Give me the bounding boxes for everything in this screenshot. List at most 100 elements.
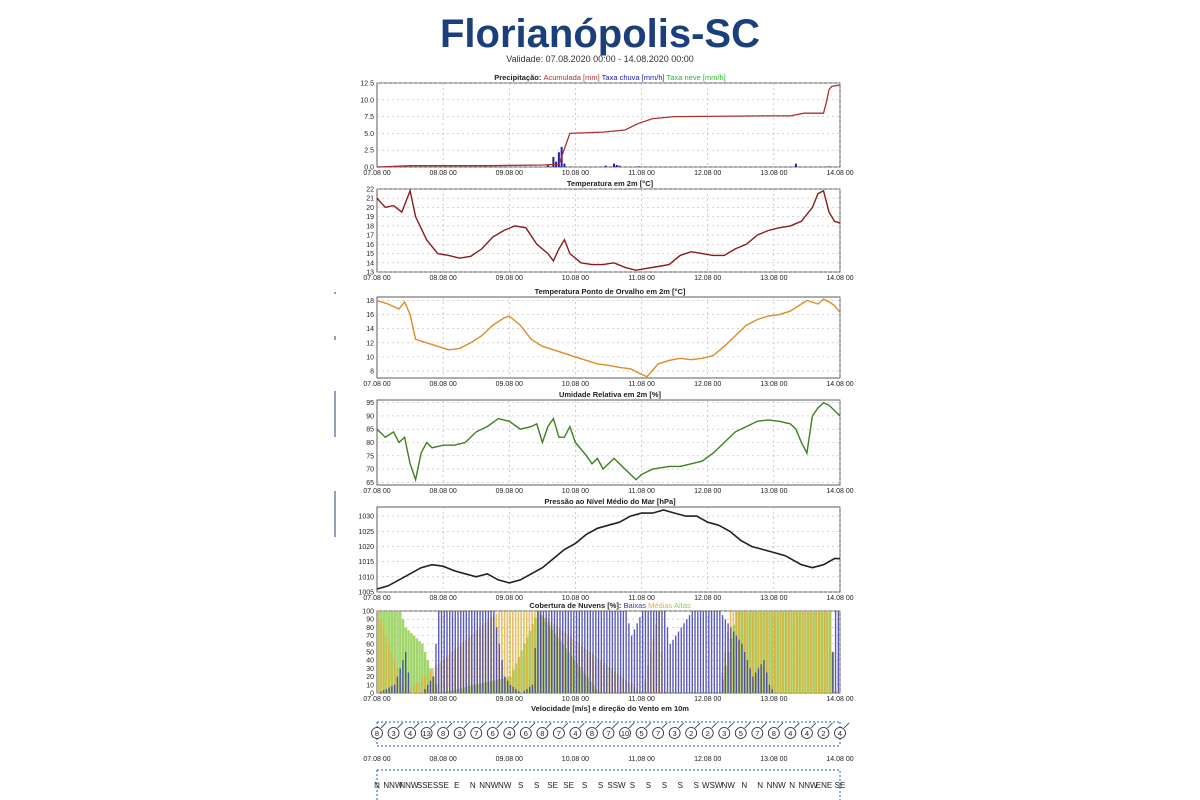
wind-speed-marker — [701, 727, 714, 739]
wind-direction-label: N — [374, 781, 380, 790]
legend-item: Taxa chuva [mm/h] — [602, 73, 667, 82]
wind-arrow — [810, 722, 817, 729]
y-tick-label: 30 — [366, 666, 374, 673]
cloud-low-bar — [584, 611, 586, 693]
y-tick-label: 21 — [366, 196, 374, 203]
cloud-low-bar — [680, 627, 682, 693]
x-tick-label: 14.08 00 — [826, 756, 853, 763]
cloud-low-bar — [719, 611, 721, 693]
wind-speed-label: 8 — [772, 729, 776, 738]
cloud-low-bar — [427, 684, 429, 693]
wind-direction-label: SE — [563, 781, 574, 790]
wind-arrow — [694, 722, 701, 729]
cloud-mid-bar — [418, 680, 420, 693]
cloud-low-bar — [694, 611, 696, 693]
rain-bar — [794, 163, 797, 167]
cloud-low-bar — [553, 611, 556, 693]
y-tick-label: 1010 — [358, 574, 374, 581]
cloud-low-bar — [600, 611, 603, 693]
cloud-mid-bar — [804, 611, 806, 693]
cloud-mid-bar — [528, 611, 531, 693]
wind-direction-label: NW — [498, 781, 512, 790]
wind-speed-marker — [437, 727, 450, 739]
cloud-low-bar — [735, 635, 738, 693]
panel-0: 07.08 00 08.08 00 09.08 00 10.08 00 11.08 00… — [360, 73, 853, 177]
legend-item: Baixas — [624, 601, 649, 610]
x-tick-label: 13.08 00 — [760, 275, 787, 282]
chart-title: Velocidade [m/s] e direção do Vento em 1… — [531, 704, 689, 713]
cloud-low-bar — [705, 611, 707, 693]
cloud-low-bar — [512, 686, 514, 693]
wind-direction-label: S — [534, 781, 539, 790]
legend-item: Médias — [648, 601, 674, 610]
cloud-low-bar — [625, 611, 627, 693]
x-tick-label: 07.08 00 — [363, 595, 390, 602]
cloud-low-bar — [606, 611, 608, 693]
cloud-mid-bar — [826, 611, 828, 693]
cloud-low-bar — [515, 688, 517, 693]
cloud-high-bar — [407, 630, 410, 693]
cloud-low-bar — [686, 619, 688, 693]
wind-direction-label: N — [757, 781, 763, 790]
x-tick-label: 08.08 00 — [430, 381, 457, 388]
y-tick-label: 40 — [366, 658, 374, 665]
wind-speed-label: 3 — [722, 729, 726, 738]
cloud-mid-bar — [388, 643, 390, 693]
wind-speed-label: 6 — [524, 729, 528, 738]
x-tick-label: 11.08 00 — [628, 381, 655, 388]
cloud-mid-bar — [754, 611, 757, 693]
x-tick-label: 14.08 00 — [826, 170, 853, 177]
series-line — [376, 188, 841, 271]
wind-speed-marker — [486, 727, 499, 739]
cloud-low-bar — [402, 660, 404, 693]
cloud-low-bar — [622, 611, 625, 693]
cloud-low-bar — [435, 643, 437, 693]
wind-arrow — [711, 722, 717, 729]
x-tick-label: 13.08 00 — [760, 170, 787, 177]
cloud-low-bar — [548, 611, 550, 693]
wind-speed-label: 4 — [573, 729, 577, 738]
cloud-low-bar — [432, 676, 434, 693]
cloud-mid-bar — [749, 611, 751, 693]
y-tick-label: 50 — [366, 650, 374, 657]
cloud-mid-bar — [390, 652, 393, 693]
wind-arrow — [496, 722, 503, 729]
x-tick-label: 12.08 00 — [694, 488, 721, 495]
cloud-high-bar — [421, 643, 424, 693]
y-tick-label: 12 — [366, 340, 374, 347]
y-tick-label: 80 — [366, 625, 374, 632]
x-tick-label: 10.08 00 — [562, 488, 589, 495]
y-tick-label: 65 — [366, 480, 374, 487]
cloud-mid-bar — [798, 611, 801, 693]
cloud-low-bar — [741, 643, 743, 693]
cloud-high-bar — [399, 611, 402, 693]
cloud-low-bar — [636, 623, 638, 693]
cloud-low-bar — [523, 690, 525, 693]
plot-area — [376, 296, 841, 379]
x-tick-label: 12.08 00 — [694, 381, 721, 388]
wind-speed-marker — [668, 727, 681, 739]
cloud-low-bar — [559, 611, 561, 693]
cloud-mid-bar — [760, 611, 762, 693]
cloud-mid-bar — [520, 611, 522, 693]
wind-speed-label: 4 — [408, 729, 412, 738]
cloud-low-bar — [702, 611, 704, 693]
y-tick-label: 20 — [366, 205, 374, 212]
cloud-low-bar — [655, 611, 658, 693]
wind-direction-label: N — [470, 781, 476, 790]
x-tick-label: 12.08 00 — [694, 696, 721, 703]
wind-speed-label: 3 — [391, 729, 395, 738]
wind-direction-label: S — [694, 781, 699, 790]
cloud-low-bar — [771, 688, 773, 693]
wind-direction-label: NNW — [799, 781, 819, 790]
cloud-low-bar — [708, 611, 710, 693]
wind-direction-label: SSW — [607, 781, 626, 790]
y-tick-label: 0.0 — [364, 165, 374, 172]
cloud-mid-bar — [523, 611, 525, 693]
y-tick-label: 12.5 — [360, 81, 374, 88]
wind-speed-marker — [635, 727, 648, 739]
cloud-mid-bar — [820, 611, 823, 693]
y-tick-label: 16 — [366, 242, 374, 249]
wind-arrow — [546, 722, 552, 729]
y-tick-label: 7.5 — [364, 114, 374, 121]
